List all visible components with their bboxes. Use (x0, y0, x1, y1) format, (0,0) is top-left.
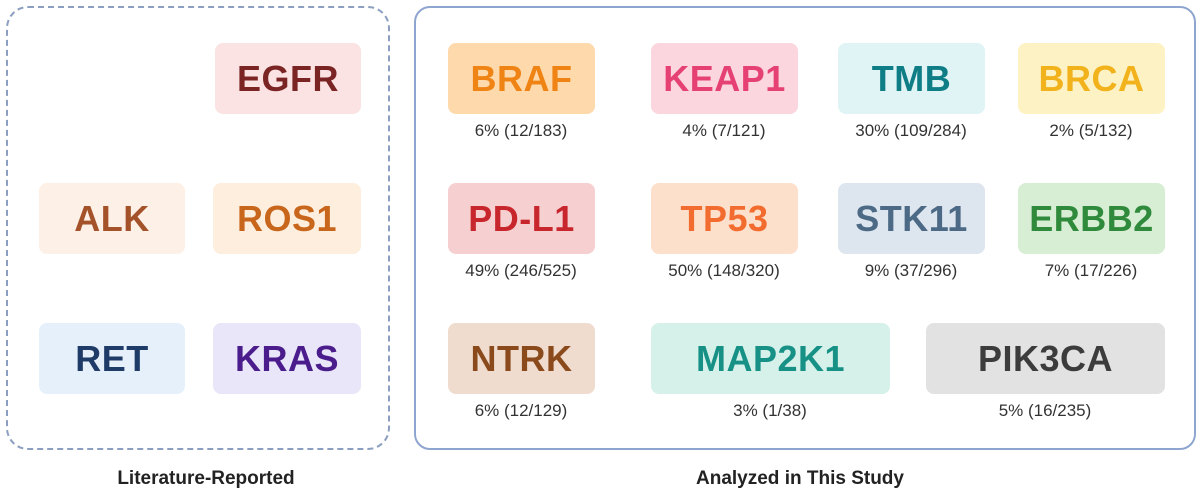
gene-brca: BRCA (1018, 43, 1165, 114)
gene-alk: ALK (39, 183, 185, 254)
literature-panel (6, 6, 390, 450)
gene-braf: BRAF (448, 43, 595, 114)
gene-keap1-label: KEAP1 (663, 57, 786, 99)
gene-tmb: TMB (838, 43, 985, 114)
gene-pdl1-stat: 49% (246/525) (465, 261, 577, 280)
gene-kras-label: KRAS (234, 337, 339, 379)
gene-pik3ca-stat: 5% (16/235) (998, 401, 1092, 420)
study-panel (414, 6, 1196, 450)
gene-ntrk: NTRK (448, 323, 595, 394)
gene-tp53: TP53 (651, 183, 798, 254)
gene-erbb2-label: ERBB2 (1029, 197, 1154, 239)
gene-map2k1-label: MAP2K1 (695, 337, 846, 379)
gene-keap1-stat: 4% (7/121) (682, 121, 766, 140)
gene-ros1-label: ROS1 (236, 197, 338, 239)
gene-brca-label: BRCA (1038, 57, 1145, 99)
gene-pdl1-label: PD-L1 (468, 197, 575, 239)
gene-alk-label: ALK (74, 197, 150, 239)
gene-braf-label: BRAF (470, 57, 573, 99)
gene-tp53-label: TP53 (680, 197, 769, 239)
gene-pik3ca: PIK3CA (926, 323, 1165, 394)
gene-ntrk-label: NTRK (470, 337, 573, 379)
gene-kras: KRAS (213, 323, 361, 394)
gene-keap1: KEAP1 (651, 43, 798, 114)
gene-braf-stat: 6% (12/183) (474, 121, 568, 140)
gene-ret-label: RET (75, 337, 149, 379)
gene-map2k1: MAP2K1 (651, 323, 890, 394)
gene-stk11: STK11 (838, 183, 985, 254)
study-caption: Analyzed in This Study (696, 468, 904, 489)
gene-erbb2: ERBB2 (1018, 183, 1165, 254)
gene-brca-stat: 2% (5/132) (1049, 121, 1133, 140)
gene-ros1: ROS1 (213, 183, 361, 254)
gene-stk11-label: STK11 (855, 197, 968, 239)
gene-ret: RET (39, 323, 185, 394)
gene-map2k1-stat: 3% (1/38) (733, 401, 807, 420)
literature-caption: Literature-Reported (117, 468, 295, 489)
gene-pdl1: PD-L1 (448, 183, 595, 254)
gene-ntrk-stat: 6% (12/129) (474, 401, 568, 420)
gene-egfr: EGFR (215, 43, 361, 114)
gene-tmb-label: TMB (871, 57, 952, 99)
gene-tp53-stat: 50% (148/320) (668, 261, 780, 280)
gene-egfr-label: EGFR (236, 57, 339, 99)
gene-stk11-stat: 9% (37/296) (864, 261, 958, 280)
gene-tmb-stat: 30% (109/284) (855, 121, 967, 140)
gene-pik3ca-label: PIK3CA (977, 337, 1114, 379)
gene-erbb2-stat: 7% (17/226) (1044, 261, 1138, 280)
